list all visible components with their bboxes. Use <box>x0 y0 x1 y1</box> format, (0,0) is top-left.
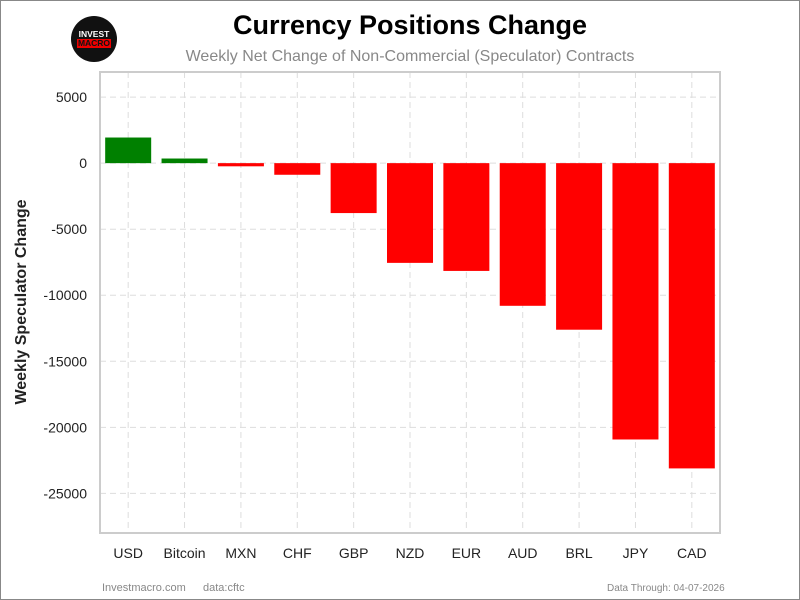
bar-gbp <box>330 163 377 214</box>
y-tick-label: 5000 <box>56 89 87 105</box>
footer-site: Investmacro.com <box>102 582 186 594</box>
bar-brl <box>556 163 603 330</box>
footer-source: data:cftc <box>203 582 245 594</box>
chart-title: Currency Positions Change <box>232 10 588 40</box>
y-tick-label: -15000 <box>43 353 87 369</box>
bar-eur <box>443 163 490 271</box>
x-tick-label: NZD <box>396 545 425 561</box>
x-tick-label: CHF <box>283 545 312 561</box>
investmacro-logo: INVEST MACRO <box>71 16 117 62</box>
x-tick-label: AUD <box>508 545 538 561</box>
bar-mxn <box>217 163 264 167</box>
x-tick-label: CAD <box>677 545 707 561</box>
y-tick-label: -10000 <box>43 287 87 303</box>
bar-chf <box>274 163 321 175</box>
x-tick-label: EUR <box>452 545 482 561</box>
y-tick-label: -20000 <box>43 419 87 435</box>
plot-area <box>99 71 721 534</box>
x-tick-label: USD <box>113 545 143 561</box>
y-tick-label: -25000 <box>43 485 87 501</box>
x-tick-label: GBP <box>339 545 369 561</box>
y-tick-label: -5000 <box>51 221 87 237</box>
x-tick-label: BRL <box>565 545 592 561</box>
bar-nzd <box>387 163 433 263</box>
y-tick-label: 0 <box>79 155 87 171</box>
footer-data-through: Data Through: 04-07-2026 <box>607 583 725 594</box>
bar-usd <box>105 137 152 164</box>
x-tick-label: JPY <box>623 545 649 561</box>
x-tick-label: Bitcoin <box>164 545 206 561</box>
bar-bitcoin <box>161 158 208 164</box>
x-tick-label: MXN <box>225 545 256 561</box>
bar-jpy <box>612 163 659 440</box>
y-axis-label: Weekly Speculator Change <box>13 199 30 404</box>
bar-cad <box>668 163 715 469</box>
bar-aud <box>499 163 546 306</box>
chart-subtitle: Weekly Net Change of Non-Commercial (Spe… <box>185 48 635 65</box>
